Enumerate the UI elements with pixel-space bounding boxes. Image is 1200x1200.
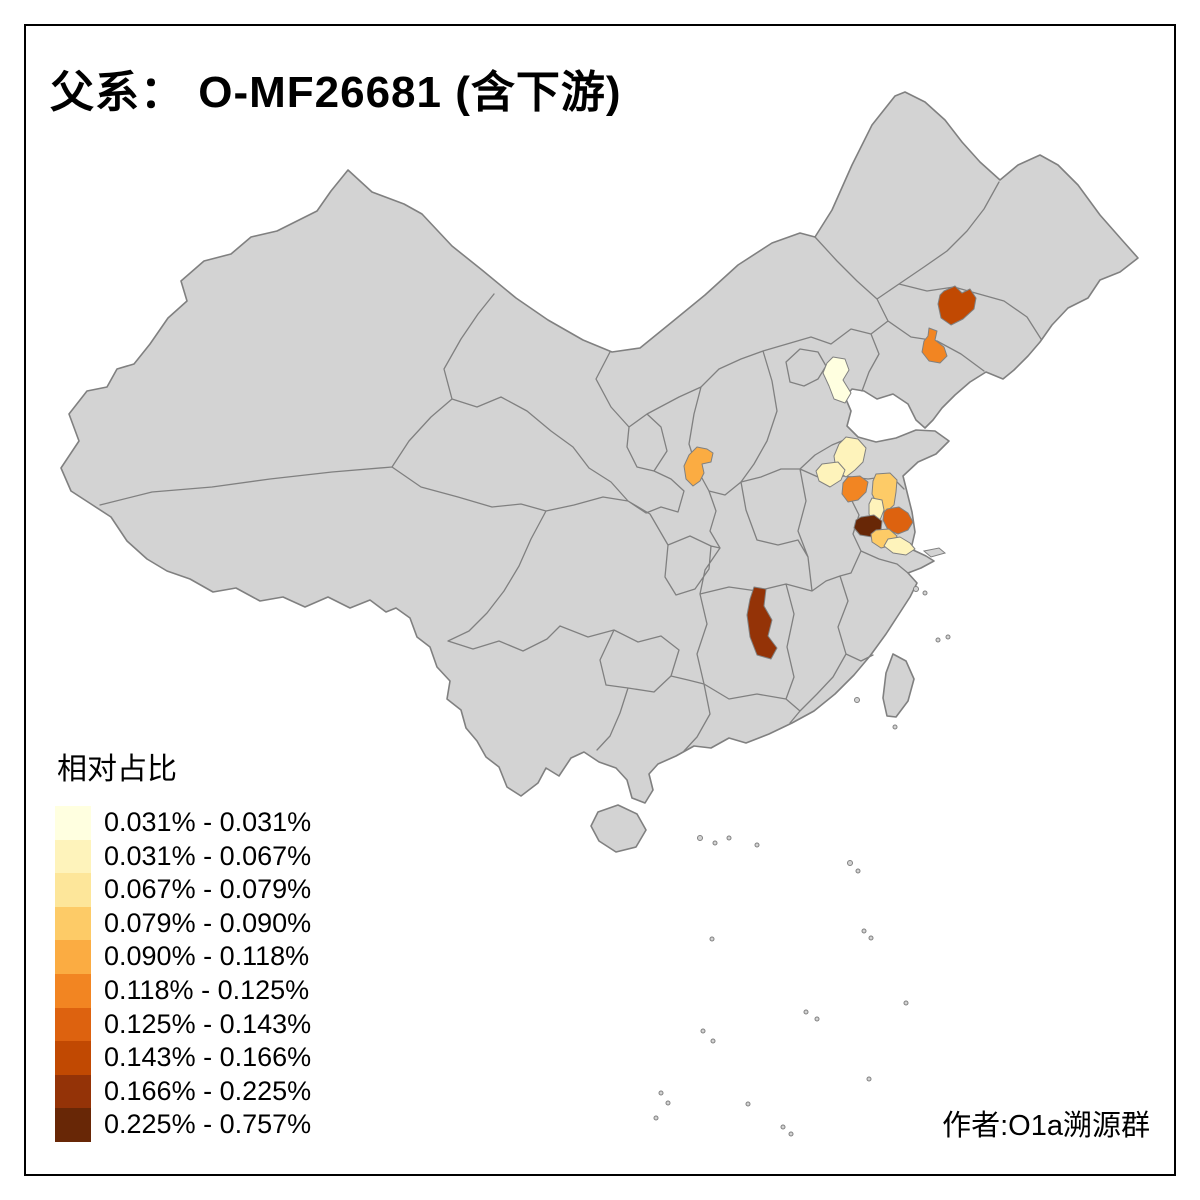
chongming-island — [922, 547, 947, 558]
highlight-jilin-upper — [937, 285, 977, 326]
highlight-yancheng — [882, 506, 914, 535]
legend-label: 0.031% - 0.067% — [104, 840, 312, 871]
legend-swatch — [55, 839, 91, 874]
legend-rows: 0.031% - 0.031% 0.031% - 0.067% 0.067% -… — [55, 806, 311, 1142]
legend-swatch — [55, 1074, 91, 1109]
legend-label: 0.125% - 0.143% — [104, 1008, 312, 1039]
legend-title: 相对占比 — [57, 753, 177, 786]
highlight-jilin-lower — [921, 327, 948, 364]
legend-swatch — [55, 1108, 91, 1142]
legend-label: 0.090% - 0.118% — [104, 941, 310, 972]
highlight-shanxi-south — [683, 446, 714, 487]
legend-row: 0.079% - 0.090% — [55, 906, 312, 941]
legend-swatch — [55, 973, 91, 1008]
highlight-hunan — [746, 586, 778, 660]
legend-swatch — [55, 1041, 91, 1075]
legend-label: 0.118% - 0.125% — [104, 974, 310, 1005]
legend-label: 0.143% - 0.166% — [104, 1042, 312, 1073]
highlight-shandong-b — [815, 461, 846, 488]
legend-swatch — [55, 1007, 91, 1042]
legend-label: 0.031% - 0.031% — [104, 807, 312, 837]
hainan-island — [590, 804, 647, 853]
province-borders — [99, 181, 1042, 752]
legend-label: 0.079% - 0.090% — [104, 907, 312, 938]
legend-label: 0.166% - 0.225% — [104, 1075, 312, 1106]
legend: 相对占比 0.031% - 0.031% 0.031% - 0.067% 0.0… — [55, 744, 311, 1142]
legend-row: 0.118% - 0.125% — [55, 973, 311, 1008]
taiwan-island — [882, 653, 915, 718]
legend-row: 0.166% - 0.225% — [55, 1074, 312, 1109]
highlight-nantong — [883, 536, 916, 556]
mainland-outline — [60, 91, 1139, 804]
legend-label: 0.067% - 0.079% — [104, 874, 312, 905]
highlighted-regions — [683, 285, 977, 660]
highlight-xuzhou — [841, 475, 869, 503]
legend-row: 0.225% - 0.757% — [55, 1108, 311, 1142]
legend-label: 0.225% - 0.757% — [104, 1109, 312, 1140]
legend-row: 0.125% - 0.143% — [55, 1007, 312, 1042]
small-islands — [653, 586, 951, 1137]
attribution: 作者:O1a溯源群 — [942, 1110, 1150, 1142]
legend-row: 0.143% - 0.166% — [55, 1041, 311, 1075]
legend-row: 0.090% - 0.118% — [55, 940, 311, 974]
legend-swatch — [55, 873, 91, 907]
legend-row: 0.031% - 0.067% — [55, 839, 312, 874]
highlight-tianjin — [822, 356, 852, 404]
legend-swatch — [55, 806, 91, 840]
legend-swatch — [55, 940, 91, 974]
legend-row: 0.067% - 0.079% — [55, 873, 311, 907]
page-title: 父系： O-MF26681 (含下游) — [50, 68, 622, 117]
legend-swatch — [55, 906, 91, 941]
legend-row: 0.031% - 0.031% — [55, 806, 311, 840]
